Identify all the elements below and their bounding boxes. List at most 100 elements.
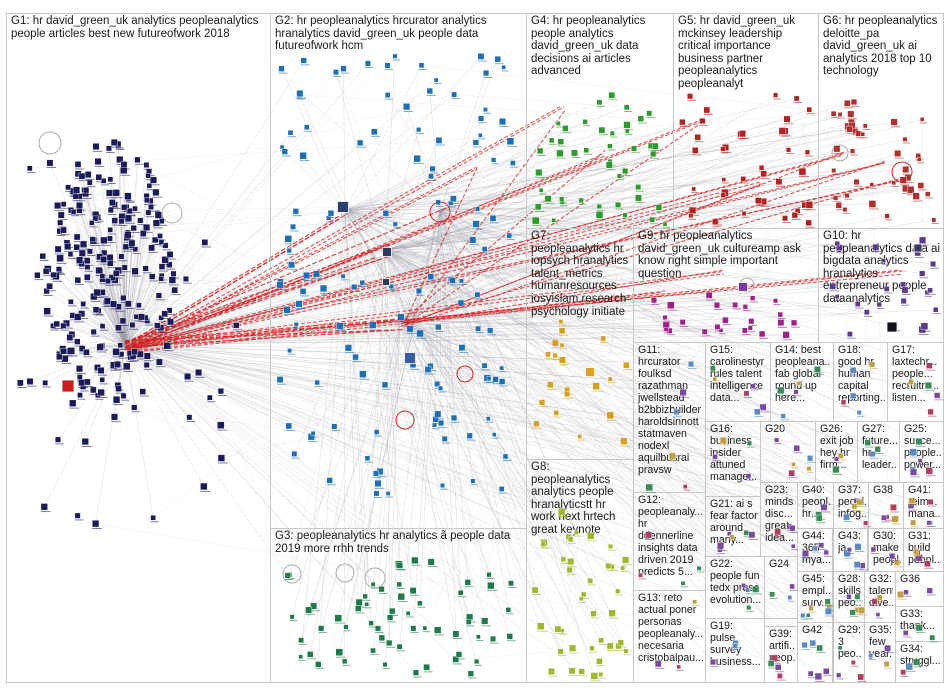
edge <box>60 222 850 550</box>
edge <box>124 344 416 561</box>
node <box>782 215 789 222</box>
group-label-g43: G43: ja <box>838 530 861 554</box>
node <box>625 128 630 134</box>
node <box>783 115 791 123</box>
edge <box>406 106 441 211</box>
group-label-g4: G4: hr peopleanalytics people analytics … <box>531 15 646 78</box>
edge <box>384 129 419 251</box>
node <box>74 338 81 345</box>
edge <box>281 68 346 211</box>
node <box>857 673 864 681</box>
edge <box>344 209 594 614</box>
edge <box>124 127 307 346</box>
node <box>713 302 720 309</box>
node <box>117 342 124 349</box>
node <box>532 216 540 225</box>
node <box>573 529 579 535</box>
edge <box>384 167 762 251</box>
node <box>850 392 857 400</box>
edge <box>302 155 346 211</box>
edge <box>124 194 724 346</box>
node <box>557 648 564 655</box>
node <box>405 611 411 616</box>
node <box>369 321 377 329</box>
node <box>161 256 169 264</box>
edge <box>384 319 401 385</box>
node <box>161 310 169 318</box>
edge <box>147 320 281 380</box>
edge <box>377 209 441 484</box>
node <box>712 218 719 225</box>
edge <box>124 344 611 380</box>
node <box>899 176 907 184</box>
node <box>182 275 189 282</box>
node <box>547 667 555 675</box>
node <box>396 643 403 650</box>
node <box>567 536 574 543</box>
node <box>615 588 621 594</box>
node <box>475 206 481 212</box>
node <box>17 379 24 387</box>
edge <box>439 145 651 211</box>
node <box>111 217 118 224</box>
edge <box>124 344 623 569</box>
node <box>722 316 729 324</box>
edge <box>124 344 573 649</box>
node <box>152 188 160 196</box>
node <box>646 110 653 117</box>
edge <box>124 344 624 442</box>
node <box>121 264 128 271</box>
edge <box>384 249 931 291</box>
node <box>392 221 398 227</box>
edge <box>344 209 485 366</box>
node <box>571 149 578 157</box>
node <box>73 244 80 251</box>
edge <box>124 103 848 346</box>
node <box>100 178 107 184</box>
node <box>720 436 727 444</box>
node <box>662 221 668 227</box>
edge <box>384 249 794 465</box>
node <box>902 630 909 636</box>
node <box>130 225 137 232</box>
edge <box>509 235 705 332</box>
node <box>874 446 881 453</box>
node <box>499 118 507 126</box>
edge <box>124 206 450 344</box>
node <box>115 324 122 332</box>
edge <box>344 209 613 614</box>
edge <box>102 325 126 346</box>
node <box>233 322 240 329</box>
edge <box>384 249 402 597</box>
edge <box>384 249 792 474</box>
node <box>881 514 887 521</box>
node <box>470 478 476 484</box>
edge <box>399 319 561 652</box>
node <box>286 248 292 254</box>
node <box>622 212 628 218</box>
edge <box>96 292 126 346</box>
node <box>410 625 417 632</box>
node <box>82 187 90 194</box>
node <box>902 136 908 142</box>
node <box>315 661 322 668</box>
node <box>65 184 71 191</box>
edge <box>124 344 716 457</box>
node <box>533 420 540 427</box>
node <box>851 503 858 510</box>
edge <box>439 209 858 597</box>
node <box>105 145 112 152</box>
node <box>78 172 86 180</box>
node <box>606 642 614 650</box>
edge <box>399 319 573 671</box>
group-label-g28: G28: skills peo... <box>838 573 862 609</box>
edge <box>81 313 126 346</box>
edge <box>344 209 359 609</box>
edge <box>399 148 837 321</box>
edge <box>682 181 780 584</box>
node <box>569 644 577 652</box>
node <box>691 186 696 192</box>
node <box>418 62 425 69</box>
node <box>924 381 932 390</box>
node <box>283 306 291 314</box>
